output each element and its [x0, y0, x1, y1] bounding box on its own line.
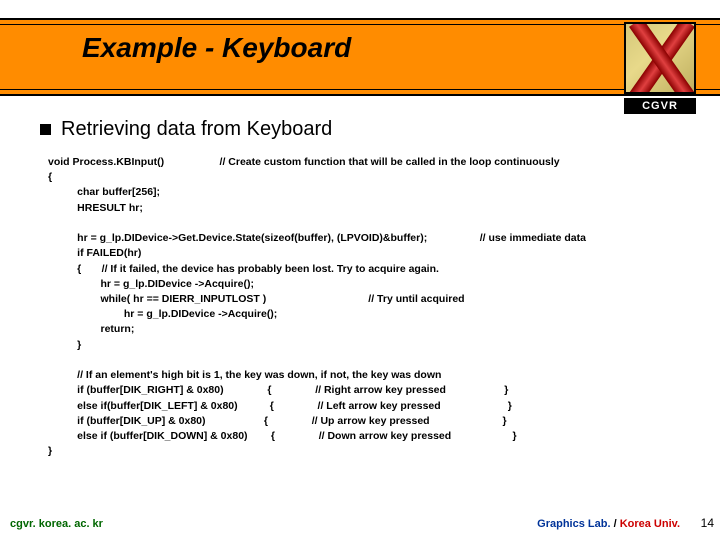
code-block: void Process.KBInput() // Create custom … — [48, 155, 690, 459]
footer-url: cgvr. korea. ac. kr — [10, 518, 103, 530]
heading-row: Retrieving data from Keyboard — [40, 118, 690, 141]
footer-credit: Graphics Lab. / Korea Univ. — [537, 518, 680, 530]
heading-text: Retrieving data from Keyboard — [61, 118, 332, 141]
footer-lab: Graphics Lab. — [537, 518, 613, 530]
bullet-icon — [40, 124, 51, 135]
footer-univ: Korea Univ. — [620, 518, 680, 530]
page-number: 14 — [701, 516, 714, 530]
band-line-bottom — [0, 89, 720, 90]
slide-title: Example - Keyboard — [82, 32, 351, 64]
logo-icon — [624, 22, 696, 94]
content-area: Retrieving data from Keyboard void Proce… — [40, 118, 690, 459]
logo-label: CGVR — [624, 98, 696, 114]
band-line-top — [0, 24, 720, 25]
